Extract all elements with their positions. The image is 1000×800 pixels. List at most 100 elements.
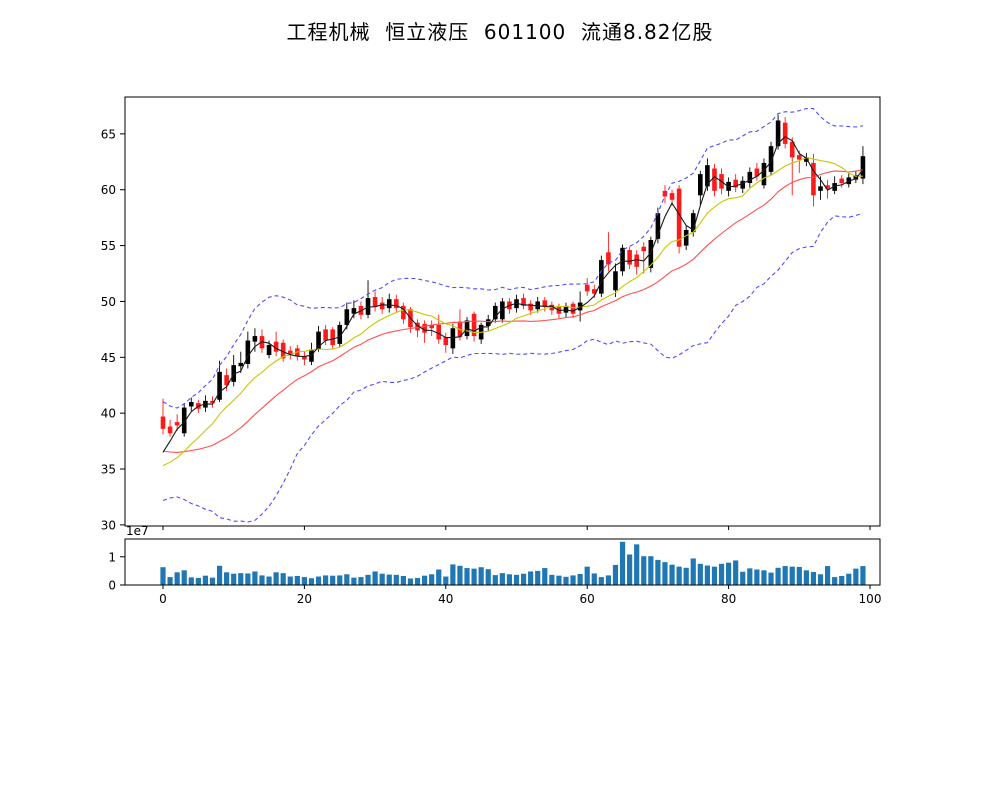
candle-down [627, 250, 632, 265]
candle-down [542, 300, 548, 308]
volume-bar [627, 554, 633, 585]
volume-bar [641, 556, 647, 585]
volume-bar [549, 574, 555, 585]
candle-up [698, 174, 703, 196]
volume-bar [478, 567, 484, 585]
volume-bar [485, 569, 491, 585]
candle-down [521, 298, 526, 306]
y-tick-label: 65 [101, 127, 116, 141]
volume-bar [704, 565, 710, 585]
candle-down [584, 284, 590, 292]
volume-scale-offset-label: 1e7 [126, 524, 149, 538]
candle-down [712, 168, 717, 191]
volume-bar [860, 566, 866, 585]
y-tick-label: 30 [101, 518, 116, 532]
volume-bar [429, 574, 435, 585]
candle-down [302, 356, 307, 360]
candle-up [337, 324, 343, 344]
volume-bar [252, 571, 258, 585]
volume-bar [238, 573, 244, 585]
candle-up [252, 336, 258, 342]
candle-up [266, 345, 272, 356]
volume-bar [676, 566, 682, 585]
volume-bar [209, 577, 216, 585]
volume-bar [655, 559, 661, 585]
candle-down [160, 416, 166, 429]
candle-down [782, 122, 788, 144]
volume-bar [457, 565, 463, 585]
y-tick-label: 45 [101, 351, 116, 365]
candle-up [344, 309, 350, 325]
candle-up [351, 308, 357, 314]
volume-bar [726, 562, 732, 585]
volume-bar [160, 567, 166, 585]
candle-down [401, 305, 406, 320]
volume-bar [471, 568, 477, 585]
bollinger-upper-band [162, 107, 863, 409]
volume-bar [351, 577, 357, 585]
volume-bar [542, 568, 548, 585]
candle-up [599, 260, 604, 294]
candle-down [372, 296, 378, 308]
candle-up [747, 171, 753, 184]
volume-bar [634, 544, 640, 585]
y-tick-label: 55 [101, 239, 116, 253]
candle-up [386, 299, 392, 309]
candle-up [485, 319, 491, 327]
volume-bar [400, 575, 406, 585]
x-tick-label: 0 [159, 592, 167, 606]
candle-down [754, 168, 760, 177]
x-tick-label: 100 [859, 592, 882, 606]
candle-down [606, 252, 611, 265]
volume-bar [718, 563, 725, 585]
candle-down [422, 323, 427, 333]
candle-down [273, 341, 279, 352]
volume-bar [436, 569, 442, 585]
main-axes-frame [124, 96, 881, 527]
volume-bar [195, 577, 201, 585]
volume-bar [188, 577, 194, 585]
volume-bar [775, 567, 781, 585]
volume-bar [535, 570, 541, 585]
candle-up [832, 183, 837, 191]
volume-bar [796, 566, 802, 585]
candle-up [188, 401, 194, 407]
candle-down [591, 289, 597, 294]
volume-bar [690, 558, 696, 585]
candle-down [330, 329, 335, 346]
volume-bar [266, 576, 272, 585]
volume-bar [344, 574, 350, 585]
candle-up [492, 305, 498, 320]
volume-bar [365, 574, 371, 585]
volume-bar [174, 572, 180, 585]
candle-up [804, 157, 809, 162]
volume-bar [803, 570, 809, 585]
candle-up [740, 180, 746, 189]
volume-y-tick-label: 1 [108, 550, 116, 564]
ma-mid-line [162, 157, 863, 467]
chart-title: 工程机械 恒立液压 601100 流通8.82亿股 [286, 20, 714, 44]
candle-down [733, 179, 738, 188]
volume-bar [386, 574, 392, 585]
candle-up [860, 156, 866, 179]
volume-bar [789, 566, 795, 585]
bollinger-lower-band [162, 212, 864, 523]
volume-y-tick-label: 0 [108, 579, 116, 593]
volume-bar [619, 541, 626, 585]
candle-up [761, 162, 767, 186]
candle-up [690, 213, 696, 233]
candle-down [811, 162, 816, 196]
candle-down [797, 155, 802, 160]
volume-bar [520, 573, 527, 585]
volume-bar [308, 578, 315, 585]
y-tick-label: 40 [101, 407, 116, 421]
volume-bar [259, 575, 265, 585]
volume-bar [740, 571, 746, 585]
candle-up [316, 331, 321, 350]
candle-up [450, 328, 456, 349]
candle-down [662, 190, 668, 197]
candle-up [217, 371, 222, 400]
volume-bar [506, 574, 513, 585]
volume-bar [513, 574, 520, 585]
